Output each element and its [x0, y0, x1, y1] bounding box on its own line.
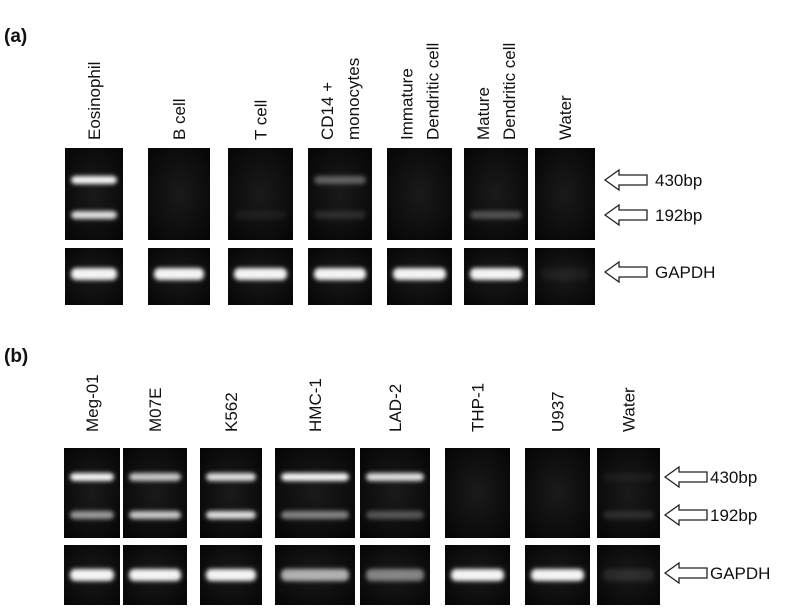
- arrow: [603, 203, 648, 227]
- band: [603, 473, 654, 481]
- band: [129, 569, 181, 581]
- band: [206, 511, 256, 519]
- gel: [148, 148, 210, 240]
- panel-label: (b): [4, 346, 28, 367]
- arrow: [603, 168, 648, 192]
- lane-label: Immature: [398, 68, 417, 140]
- band: [366, 569, 424, 581]
- lane-label: U937: [549, 391, 568, 432]
- arrow: [663, 503, 708, 527]
- band: [451, 569, 504, 581]
- marker-label: GAPDH: [710, 564, 770, 583]
- lane-label: Eosinophil: [85, 62, 104, 140]
- band: [206, 473, 256, 481]
- marker-label: 192bp: [655, 206, 702, 225]
- gel: [275, 448, 355, 538]
- gel: [535, 148, 595, 240]
- band: [314, 211, 366, 219]
- lane-label: THP-1: [469, 383, 488, 432]
- band: [393, 268, 446, 280]
- arrow: [663, 465, 708, 489]
- lane-label: Water: [620, 387, 639, 432]
- lane-label: LAD-2: [386, 384, 405, 432]
- band: [603, 511, 654, 519]
- lane-label: HMC-1: [306, 378, 325, 432]
- marker-label: 430bp: [710, 468, 757, 487]
- band: [70, 473, 114, 481]
- lane-label: M07E: [146, 388, 165, 432]
- gel: [308, 148, 372, 240]
- panel-label: (a): [4, 26, 27, 47]
- band: [70, 569, 114, 581]
- lane-label: Dendritic cell: [424, 43, 443, 140]
- lane-label: Meg-01: [83, 374, 102, 432]
- gel: [360, 448, 430, 538]
- band: [281, 473, 349, 481]
- band: [129, 473, 181, 481]
- lane-label: monocytes: [344, 58, 363, 140]
- band: [71, 211, 117, 219]
- gel: [228, 148, 293, 240]
- band: [234, 268, 287, 280]
- marker-label: 192bp: [710, 506, 757, 525]
- band: [366, 473, 424, 481]
- band: [206, 569, 256, 581]
- gel: [445, 448, 510, 538]
- band: [366, 511, 424, 519]
- band: [470, 268, 522, 280]
- marker-label: GAPDH: [655, 263, 715, 282]
- band: [129, 511, 181, 519]
- band: [154, 268, 204, 280]
- band: [314, 176, 366, 184]
- band: [314, 268, 366, 280]
- gel: [64, 448, 120, 538]
- lane-label: CD14 +: [318, 82, 337, 140]
- arrow: [663, 561, 708, 585]
- band: [71, 268, 117, 280]
- lane-label: K562: [222, 392, 241, 432]
- band: [603, 569, 654, 581]
- gel: [123, 448, 187, 538]
- band: [281, 511, 349, 519]
- gel: [597, 448, 660, 538]
- band: [541, 268, 589, 280]
- band: [531, 569, 584, 581]
- gel: [200, 448, 262, 538]
- gel: [464, 148, 528, 240]
- lane-label: B cell: [170, 98, 189, 140]
- gel: [387, 148, 452, 240]
- lane-label: T cell: [252, 100, 271, 140]
- band: [281, 569, 349, 581]
- band: [71, 176, 117, 184]
- gel: [65, 148, 123, 240]
- band: [470, 211, 522, 219]
- lane-label: Mature: [474, 87, 493, 140]
- lane-label: Dendritic cell: [500, 43, 519, 140]
- arrow: [603, 260, 648, 284]
- band: [70, 511, 114, 519]
- marker-label: 430bp: [655, 171, 702, 190]
- band: [234, 211, 287, 219]
- lane-label: Water: [556, 95, 575, 140]
- gel: [525, 448, 590, 538]
